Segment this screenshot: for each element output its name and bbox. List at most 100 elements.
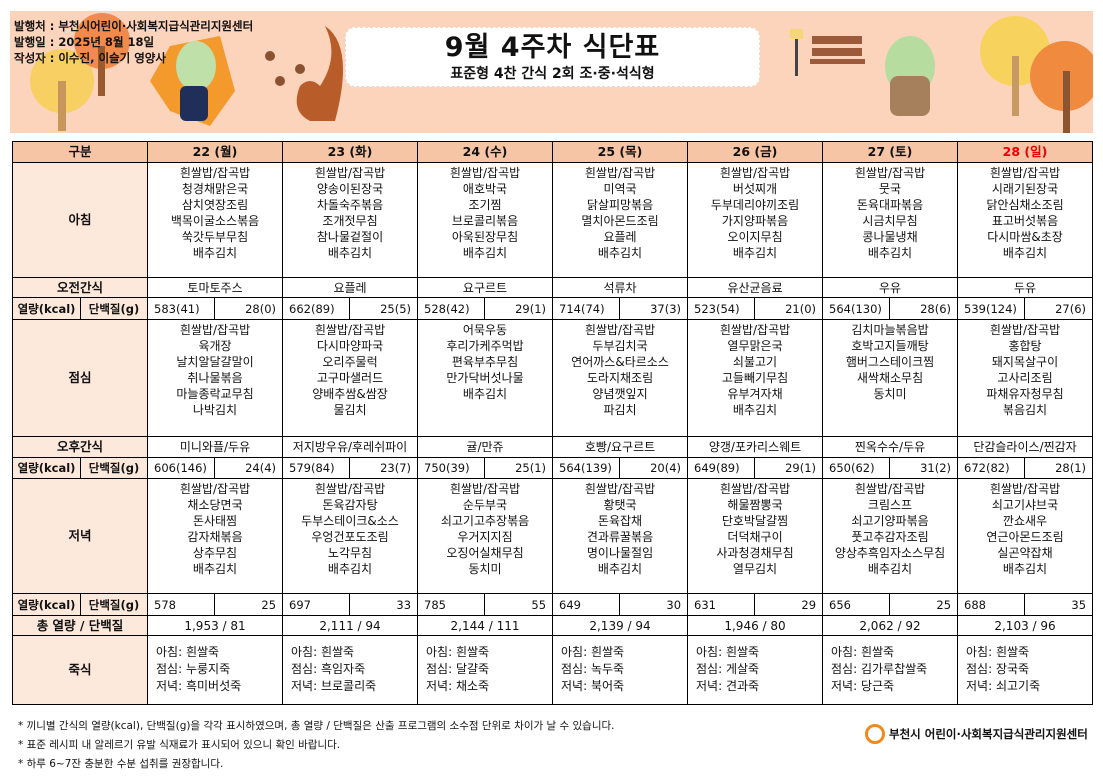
- menu-item: 시금치무침: [862, 214, 918, 228]
- menu-item: 김치마늘볶음밥: [851, 323, 929, 337]
- menu-item: 쑥갓두부무침: [181, 230, 249, 244]
- kcal-value: 714(74): [552, 297, 621, 320]
- porridge-cell: 아침: 흰쌀죽 점심: 누룽지죽 저녁: 흑미버섯죽: [147, 635, 284, 705]
- am_snack-cell: 석류차: [552, 277, 689, 298]
- menu-item: 흰쌀밥/잡곡밥: [584, 323, 656, 337]
- menu-item: 두부데리야끼조림: [710, 198, 800, 212]
- protein-value: 35: [1024, 593, 1094, 616]
- menu-item: 고구마샐러드: [316, 371, 384, 385]
- menu-item: 시래기된장국: [991, 182, 1059, 196]
- menu-item: 돈사태찜: [192, 514, 238, 528]
- porridge-item: 저녁: 쇠고기죽: [966, 679, 1041, 693]
- breakfast-cell: 흰쌀밥/잡곡밥 뭇국 돈육대파볶음 시금치무침 콩나물냉채 배추김치: [822, 162, 959, 278]
- porridge-item: 아침: 흰쌀죽: [291, 645, 355, 659]
- menu-item: 흰쌀밥/잡곡밥: [179, 166, 251, 180]
- protein-value: 25: [214, 593, 284, 616]
- porridge-item: 점심: 게살죽: [696, 662, 760, 676]
- kcal-value: 578: [147, 593, 216, 616]
- page-title: 9월 4주차 식단표: [444, 32, 661, 63]
- kcal-label: 열량(kcal): [12, 457, 81, 479]
- menu-item: 연어까스&타르소스: [571, 355, 669, 369]
- menu-item: 더덕채구이: [727, 530, 783, 544]
- breakfast-label: 아침: [11, 162, 149, 278]
- menu-item: 나박김치: [192, 403, 238, 417]
- notes: * 끼니별 간식의 열량(kcal), 단백질(g)을 각각 표시하였으며, 총…: [18, 717, 614, 774]
- menu-item: 조기찜: [468, 198, 502, 212]
- lunch-cell: 흰쌀밥/잡곡밥 홍합탕 돼지목살구이 고사리조림 파채유자청무침 볶음김치: [957, 319, 1094, 437]
- menu-item: 흰쌀밥/잡곡밥: [854, 482, 926, 496]
- porridge-item: 아침: 흰쌀죽: [696, 645, 760, 659]
- menu-item: 쇠고기양파볶음: [851, 514, 929, 528]
- pm_snack-cell: 미니와플/두유: [147, 436, 284, 458]
- center-logo: 부천시 어린이·사회복지급식관리지원센터: [865, 724, 1088, 744]
- menu-item: 배추김치: [327, 246, 373, 260]
- protein-label: 단백질(g): [79, 297, 149, 320]
- menu-item: 배추김치: [732, 403, 778, 417]
- menu-item: 두부김치국: [592, 339, 648, 353]
- dinner-cell: 흰쌀밥/잡곡밥 돈육감자탕 두부스테이크&소스 우엉건포도조림 노각무침 배추김치: [282, 478, 419, 594]
- porridge-item: 아침: 흰쌀죽: [561, 645, 625, 659]
- menu-item: 양송이된장국: [316, 182, 384, 196]
- menu-item: 볶음김치: [1002, 403, 1048, 417]
- menu-item: 흰쌀밥/잡곡밥: [854, 166, 926, 180]
- menu-item: 청경채맑은국: [181, 182, 249, 196]
- menu-item: 흰쌀밥/잡곡밥: [989, 482, 1061, 496]
- porridge-label: 죽식: [11, 635, 149, 705]
- menu-item: 견과류꿀볶음: [586, 530, 654, 544]
- porridge-item: 저녁: 당근죽: [831, 679, 895, 693]
- logo-text: 부천시 어린이·사회복지급식관리지원센터: [889, 727, 1088, 741]
- menu-item: 돈육잡채: [597, 514, 643, 528]
- menu-item: 해물짬뽕국: [727, 498, 783, 512]
- day-header: 23 (화): [282, 141, 419, 163]
- kcal-value: 579(84): [282, 457, 351, 479]
- protein-value: 31(2): [889, 457, 959, 479]
- menu-item: 우엉건포도조림: [311, 530, 389, 544]
- menu-item: 햄버그스테이크찜: [845, 355, 935, 369]
- menu-item: 백목이굴소스볶음: [170, 214, 260, 228]
- menu-item: 황탯국: [603, 498, 637, 512]
- kcal-value: 649: [552, 593, 621, 616]
- breakfast-cell: 흰쌀밥/잡곡밥 버섯찌개 두부데리야끼조림 가지양파볶음 오이지무침 배추김치: [687, 162, 824, 278]
- menu-item: 흰쌀밥/잡곡밥: [719, 482, 791, 496]
- menu-item: 도라지채조림: [586, 371, 654, 385]
- pm_snack-cell: 양갱/포카리스웨트: [687, 436, 824, 458]
- pm_snack-cell: 단감슬라이스/찐감자: [957, 436, 1094, 458]
- porridge-item: 점심: 장국죽: [966, 662, 1030, 676]
- protein-value: 33: [349, 593, 419, 616]
- porridge-item: 저녁: 북어죽: [561, 679, 625, 693]
- pm_snack-cell: 귤/만쥬: [417, 436, 554, 458]
- kcal-value: 785: [417, 593, 486, 616]
- protein-value: 25(1): [484, 457, 554, 479]
- lunch-cell: 김치마늘볶음밥 호박고지들깨탕 햄버그스테이크찜 새싹채소무침 동치미: [822, 319, 959, 437]
- menu-item: 열무맑은국: [727, 339, 783, 353]
- protein-value: 29(1): [754, 457, 824, 479]
- menu-item: 사과청경채무침: [716, 546, 794, 560]
- protein-value: 25(5): [349, 297, 419, 320]
- porridge-item: 아침: 흰쌀죽: [426, 645, 490, 659]
- porridge-item: 점심: 녹두죽: [561, 662, 625, 676]
- menu-item: 취나물볶음: [187, 371, 243, 385]
- day-header: 26 (금): [687, 141, 824, 163]
- menu-item: 만가닥버섯나물: [446, 371, 524, 385]
- porridge-item: 저녁: 견과죽: [696, 679, 760, 693]
- menu-item: 파김치: [603, 403, 637, 417]
- menu-item: 우거지지짐: [457, 530, 513, 544]
- menu-item: 연근아몬드조림: [986, 530, 1064, 544]
- menu-item: 배추김치: [1002, 562, 1048, 576]
- menu-item: 흰쌀밥/잡곡밥: [989, 166, 1061, 180]
- pm_snack-cell: 저지방우유/후레쉬파이: [282, 436, 419, 458]
- porridge-item: 아침: 흰쌀죽: [156, 645, 220, 659]
- dinner-cell: 흰쌀밥/잡곡밥 크림스프 쇠고기양파볶음 풋고추감자조림 양상추흑임자소스무침 배추김치: [822, 478, 959, 594]
- menu-item: 배추김치: [597, 562, 643, 576]
- menu-item: 호박고지들깨탕: [851, 339, 929, 353]
- menu-item: 브로콜리볶음: [451, 214, 519, 228]
- menu-item: 편육부추무침: [451, 355, 519, 369]
- menu-item: 다시마쌈&초장: [987, 230, 1063, 244]
- publication-info: 발행처 : 부천시어린이·사회복지급식관리지원센터 발행일 : 2025년 8월…: [14, 18, 253, 66]
- kcal-value: 528(42): [417, 297, 486, 320]
- lunch-cell: 흰쌀밥/잡곡밥 다시마양파국 오리주물럭 고구마샐러드 양배추쌈&쌈장 물김치: [282, 319, 419, 437]
- protein-value: 30: [619, 593, 689, 616]
- dinner-cell: 흰쌀밥/잡곡밥 황탯국 돈육잡채 견과류꿀볶음 명이나물절임 배추김치: [552, 478, 689, 594]
- autumn-trees-left-illustration: [30, 13, 343, 131]
- menu-item: 고들빼기무침: [721, 371, 789, 385]
